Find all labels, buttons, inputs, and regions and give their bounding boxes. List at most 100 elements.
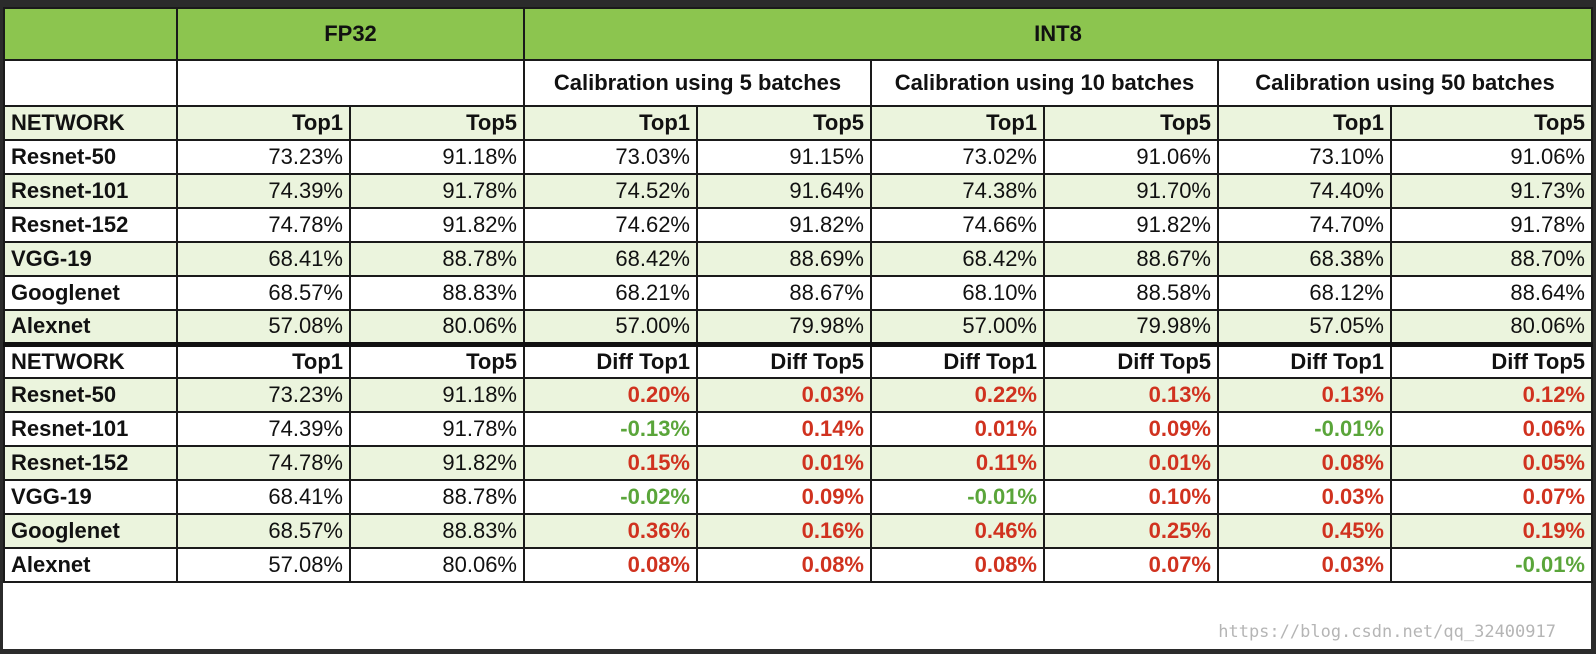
- diff-cell: 0.08%: [870, 547, 1045, 583]
- table-row: Alexnet 57.08% 80.06% 0.08% 0.08% 0.08% 0.07% 0…: [3, 547, 1593, 583]
- accuracy-cell: 73.10%: [1217, 139, 1392, 175]
- cell-value: 57.05%: [1309, 313, 1384, 339]
- accuracy-cell: 88.58%: [1043, 275, 1219, 311]
- cell-value: 88.83%: [442, 518, 517, 543]
- cell-value: 0.46%: [974, 518, 1037, 543]
- cell-value: 91.78%: [1510, 212, 1585, 237]
- accuracy-cell: 68.57%: [176, 275, 351, 311]
- accuracy-cell: 57.05%: [1217, 309, 1392, 345]
- accuracy-cell: 68.12%: [1217, 275, 1392, 311]
- column-header: NETWORK: [3, 105, 178, 141]
- cell-value: 0.16%: [801, 518, 864, 543]
- column-header: Diff Top1: [523, 341, 698, 379]
- cell-value: 88.78%: [442, 484, 517, 509]
- accuracy-cell: 74.39%: [176, 411, 351, 447]
- diff-cell: -0.01%: [1217, 411, 1392, 447]
- blank-cell: [3, 59, 178, 107]
- accuracy-cell: 73.02%: [870, 139, 1045, 175]
- table-row: Alexnet 57.08% 80.06% 57.00% 79.98% 57.00% 79.…: [3, 309, 1593, 345]
- cell-value: 88.70%: [1510, 246, 1585, 271]
- cell-value: 74.78%: [268, 212, 343, 237]
- accuracy-cell: 68.38%: [1217, 241, 1392, 277]
- accuracy-cell: 88.78%: [349, 479, 525, 515]
- cell-value: 0.05%: [1522, 450, 1585, 475]
- cell-value: 74.39%: [268, 178, 343, 203]
- diff-cell: 0.03%: [1217, 479, 1392, 515]
- cell-value: 0.01%: [801, 450, 864, 475]
- cell-value: 0.03%: [801, 382, 864, 407]
- cell-value: 74.78%: [268, 450, 343, 475]
- cell-value: 88.78%: [442, 246, 517, 271]
- cell-value: 0.45%: [1321, 518, 1384, 543]
- diff-cell: 0.05%: [1390, 445, 1593, 481]
- accuracy-cell: 74.70%: [1217, 207, 1392, 243]
- accuracy-cell: 88.70%: [1390, 241, 1593, 277]
- table-row: Resnet-50 73.23% 91.18% 0.20% 0.03% 0.22% 0.13…: [3, 377, 1593, 413]
- accuracy-cell: 74.52%: [523, 173, 698, 209]
- accuracy-cell: 68.42%: [870, 241, 1045, 277]
- cell-value: 88.67%: [789, 280, 864, 305]
- cell-value: 68.38%: [1309, 246, 1384, 271]
- cell-value: 74.62%: [615, 212, 690, 237]
- diff-cell: 0.14%: [696, 411, 872, 447]
- cell-value: 91.18%: [442, 382, 517, 407]
- accuracy-cell: 88.83%: [349, 513, 525, 549]
- table-row: VGG-19 68.41% 88.78% -0.02% 0.09% -0.01% 0.10%…: [3, 479, 1593, 515]
- cell-value: 0.09%: [801, 484, 864, 509]
- column-header: Top5: [349, 341, 525, 379]
- diff-cell: 0.09%: [696, 479, 872, 515]
- cell-value: 91.82%: [442, 450, 517, 475]
- cell-value: -0.01%: [967, 484, 1037, 509]
- calibration-5-header: Calibration using 5 batches: [523, 59, 872, 107]
- cell-value: 0.08%: [801, 552, 864, 577]
- accuracy-cell: 68.57%: [176, 513, 351, 549]
- accuracy-cell: 80.06%: [349, 309, 525, 345]
- cell-value: 0.07%: [1522, 484, 1585, 509]
- accuracy-cell: 91.78%: [349, 173, 525, 209]
- accuracy-cell: 80.06%: [1390, 309, 1593, 345]
- cell-value: 0.25%: [1148, 518, 1211, 543]
- accuracy-cell: 91.15%: [696, 139, 872, 175]
- column-header: Diff Top5: [1043, 341, 1219, 379]
- accuracy-cell: 91.82%: [349, 207, 525, 243]
- cell-value: 68.21%: [615, 280, 690, 305]
- cell-value: 0.03%: [1321, 484, 1384, 509]
- cell-value: 0.01%: [974, 416, 1037, 441]
- cell-value: 91.06%: [1136, 144, 1211, 169]
- cell-value: 0.01%: [1148, 450, 1211, 475]
- column-header: Top1: [176, 341, 351, 379]
- table-row: Googlenet 68.57% 88.83% 68.21% 88.67% 68.10% 8…: [3, 275, 1593, 311]
- accuracy-cell: 74.62%: [523, 207, 698, 243]
- accuracy-cell: 74.38%: [870, 173, 1045, 209]
- accuracy-cell: 74.66%: [870, 207, 1045, 243]
- accuracy-cell: 80.06%: [349, 547, 525, 583]
- cell-value: 0.36%: [627, 518, 690, 543]
- fp32-header: FP32: [176, 7, 525, 61]
- accuracy-cell: 88.64%: [1390, 275, 1593, 311]
- network-name: Resnet-50: [3, 377, 178, 413]
- cell-value: 91.15%: [789, 144, 864, 169]
- accuracy-table: FP32 INT8 Calibration using 5 batches Ca…: [3, 7, 1593, 583]
- diff-cell: 0.22%: [870, 377, 1045, 413]
- cell-value: 73.23%: [268, 144, 343, 169]
- cell-value: 68.12%: [1309, 280, 1384, 305]
- cell-value: 88.64%: [1510, 280, 1585, 305]
- diff-cell: 0.07%: [1043, 547, 1219, 583]
- network-name: VGG-19: [3, 479, 178, 515]
- network-name: Googlenet: [3, 513, 178, 549]
- cell-value: 73.10%: [1309, 144, 1384, 169]
- cell-value: 73.03%: [615, 144, 690, 169]
- diff-cell: 0.15%: [523, 445, 698, 481]
- cell-value: 74.70%: [1309, 212, 1384, 237]
- accuracy-cell: 88.78%: [349, 241, 525, 277]
- cell-value: 57.08%: [268, 313, 343, 339]
- diff-cell: 0.13%: [1217, 377, 1392, 413]
- cell-value: 0.06%: [1522, 416, 1585, 441]
- diff-cell: 0.08%: [523, 547, 698, 583]
- accuracy-cell: 91.70%: [1043, 173, 1219, 209]
- column-header: Top1: [1217, 105, 1392, 141]
- cell-value: 68.41%: [268, 246, 343, 271]
- calibration-10-header: Calibration using 10 batches: [870, 59, 1219, 107]
- column-header: Diff Top1: [1217, 341, 1392, 379]
- diff-cell: -0.02%: [523, 479, 698, 515]
